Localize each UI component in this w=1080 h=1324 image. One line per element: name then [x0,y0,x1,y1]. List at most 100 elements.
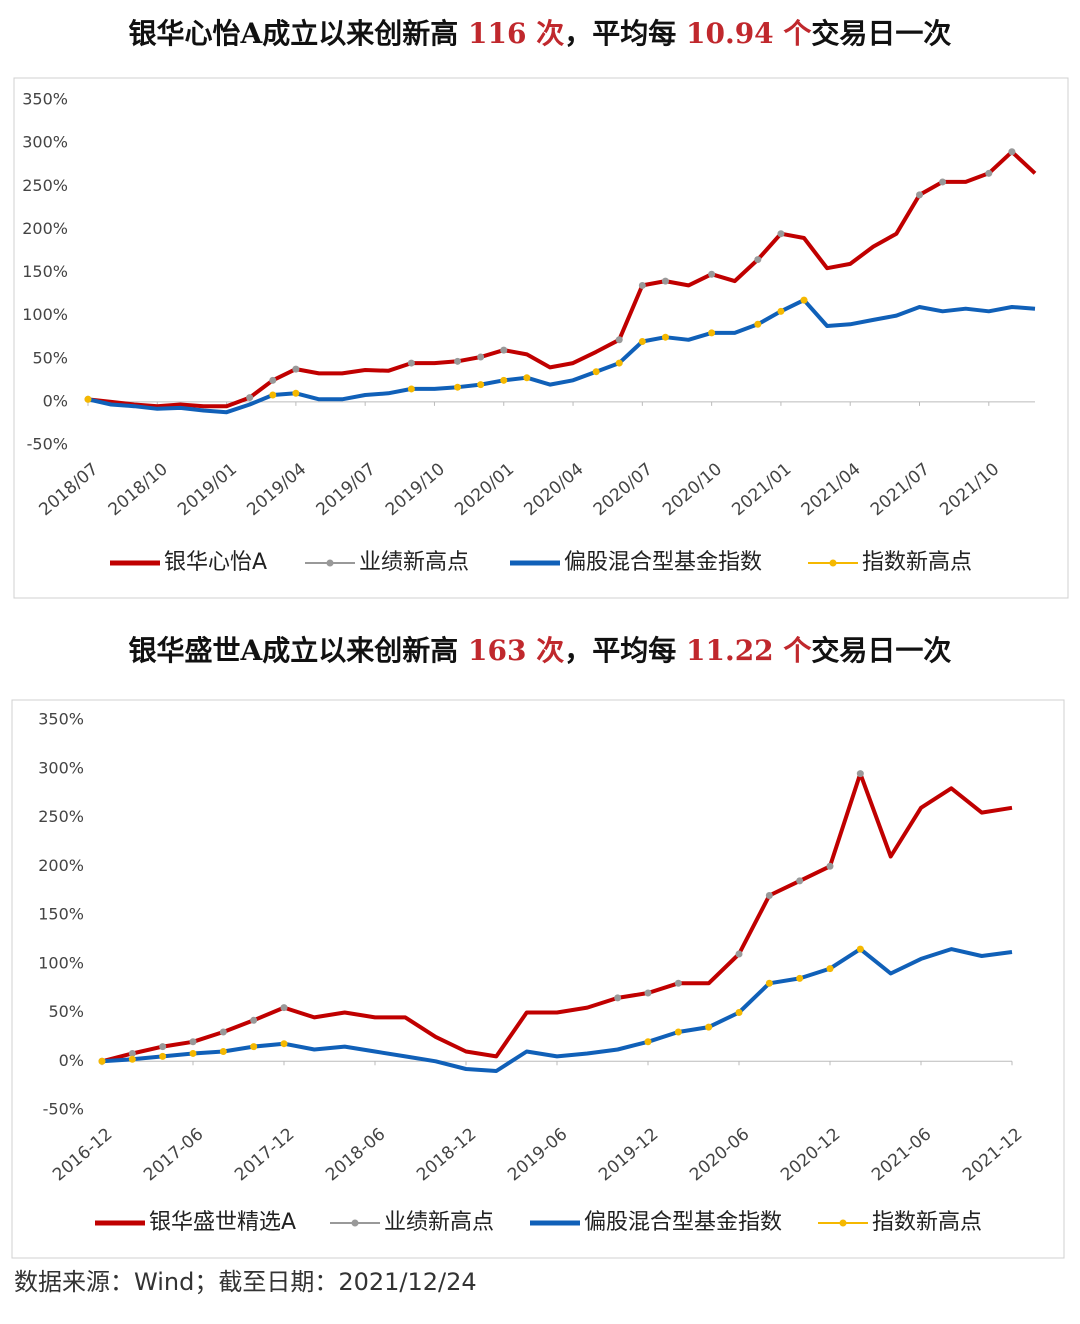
new-high-point [674,1028,682,1036]
new-high-point [500,376,508,384]
new-high-point [796,877,804,885]
series-line [87,149,1037,409]
new-high-point [454,357,462,365]
new-high-point [661,333,669,341]
new-high-point [159,1043,167,1051]
new-high-point [477,353,485,361]
y-tick-label: 200% [38,856,84,875]
new-high-point [765,892,773,899]
y-tick-label: 50% [48,1002,84,1021]
new-high-point [292,389,300,397]
y-tick-label: 300% [38,758,84,777]
new-high-point [269,391,277,399]
x-tick-label: 2017-12 [231,1124,298,1185]
new-high-point [615,336,623,344]
new-high-point [800,296,808,304]
new-high-point [777,230,785,238]
new-high-point [219,1028,227,1036]
x-tick-label: 2019/10 [382,459,449,520]
x-tick-label: 2020-12 [777,1124,844,1185]
new-high-point [500,346,508,354]
new-high-point [477,381,485,389]
new-high-point [638,338,646,345]
new-high-point [661,277,669,285]
series-line [101,771,1013,1064]
y-tick-label: -50% [27,435,68,454]
new-high-point [754,320,762,328]
legend-label: 银华心怡A [164,550,267,575]
new-high-point [638,281,646,289]
x-tick-label: 2021-12 [959,1124,1026,1185]
y-tick-label: 250% [22,176,68,195]
y-tick-label: 250% [38,807,84,826]
new-high-point [523,374,531,382]
chart-title: 银华盛世A成立以来创新高 163 次，平均每 11.22 个交易日一次 [129,634,952,667]
new-high-point [644,989,652,997]
series-line [101,947,1013,1073]
x-tick-label: 2019-06 [504,1124,571,1185]
x-tick-label: 2020/01 [451,459,518,520]
x-tick-label: 2019/07 [313,459,380,520]
title-segment: 交易日一次 [811,17,951,50]
x-tick-label: 2018/07 [35,459,102,520]
title-segment: 银华心怡A成立以来创新高 [129,17,468,50]
new-high-point [84,395,92,403]
title-segment: ，平均每 [564,634,686,667]
y-tick-label: 150% [38,905,84,924]
x-tick-label: 2021-06 [868,1124,935,1185]
x-tick-label: 2018-06 [322,1124,389,1185]
x-tick-label: 2018/10 [105,459,172,520]
title-segment: ，平均每 [564,17,686,50]
new-high-point [189,1049,197,1057]
new-high-point [985,169,993,177]
new-high-point [708,270,716,278]
legend-label: 偏股混合型基金指数 [564,550,762,575]
new-high-point [644,1038,652,1046]
new-high-point [856,770,864,778]
new-high-point [614,994,622,1002]
new-high-point [246,394,254,402]
new-high-point [159,1052,167,1060]
new-high-point [407,359,415,367]
new-high-point [250,1016,258,1024]
source-note: 数据来源：Wind；截至日期：2021/12/24 [14,1268,477,1296]
x-tick-label: 2020-06 [686,1124,753,1185]
new-high-point [189,1038,197,1046]
legend-label: 指数新高点 [872,1210,982,1235]
new-high-point [98,1057,106,1065]
x-tick-label: 2020/04 [521,459,588,520]
new-high-point [939,178,947,186]
new-high-point [735,1009,743,1016]
chart-frame [13,77,1069,599]
new-high-point [708,329,716,337]
legend-label: 指数新高点 [862,550,972,575]
new-high-point [280,1040,288,1048]
legend-label: 偏股混合型基金指数 [584,1210,782,1235]
new-high-point [128,1055,136,1063]
x-tick-label: 2018-12 [413,1124,480,1185]
x-tick-label: 2019/04 [243,459,310,520]
y-tick-label: 300% [22,133,68,152]
title-segment: 163 次 [468,634,564,667]
new-high-point [856,945,864,953]
x-tick-label: 2021/10 [936,459,1003,520]
x-tick-label: 2021/04 [798,459,865,520]
new-high-point [796,974,804,982]
legend-marker [839,1219,847,1227]
new-high-point [826,965,834,973]
new-high-point [250,1043,258,1051]
y-tick-label: 200% [22,219,68,238]
new-high-point [269,376,277,384]
new-high-point [292,365,300,373]
new-high-point [754,256,762,264]
new-high-point [765,979,773,987]
x-tick-label: 2019/01 [174,459,241,520]
new-high-point [705,1023,713,1031]
new-high-point [407,385,415,393]
new-high-point [777,307,785,315]
x-tick-label: 2021/07 [867,459,934,520]
x-tick-label: 2019-12 [595,1124,662,1185]
legend-marker [326,559,334,567]
new-high-point [128,1049,136,1057]
